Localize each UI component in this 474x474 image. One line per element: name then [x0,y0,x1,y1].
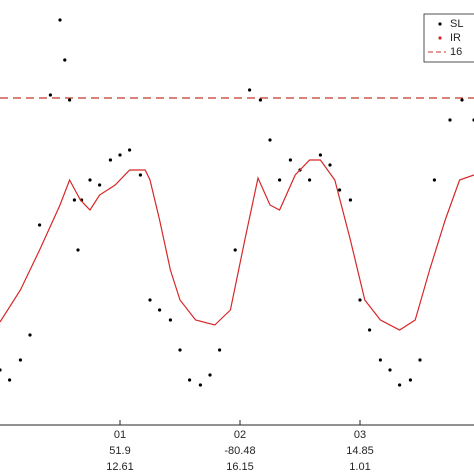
x-tick-sublabel: 12.61 [106,461,134,473]
data-point [63,58,67,62]
data-point [108,158,112,162]
data-point [88,178,92,182]
data-point [338,188,342,192]
data-point [48,93,53,97]
data-point [378,358,382,362]
data-point [348,198,352,202]
data-point [358,298,362,302]
data-point [248,88,252,92]
x-tick-label: 02 [234,429,246,441]
legend-swatch [438,22,442,26]
data-point [328,163,332,167]
data-point [98,183,102,187]
legend-label: SL [450,18,463,30]
data-point [318,153,322,157]
data-point [432,178,436,182]
data-point [118,153,122,157]
x-tick-label: 03 [354,429,366,441]
data-point [158,308,162,312]
data-point [8,378,12,382]
data-point [68,98,72,102]
data-point [128,148,132,152]
legend: SL IR 16 [423,13,474,63]
x-tick-sublabel: 16.15 [226,461,254,473]
data-point [138,173,142,177]
data-point [388,368,392,372]
data-point [278,178,282,182]
data-line [0,159,474,331]
legend-swatch [438,36,442,40]
x-tick-label: 01 [114,429,126,441]
data-point [148,298,152,302]
data-point [268,138,272,142]
data-point [28,333,32,337]
legend-box [423,13,474,63]
legend-label: 16 [450,46,462,58]
data-point [460,98,464,102]
data-point [0,368,2,372]
data-point [258,98,262,102]
data-point [76,248,80,252]
x-tick-sublabel: 14.85 [346,445,374,457]
data-point [418,358,422,362]
data-point [308,178,312,182]
data-point [288,158,292,162]
data-point [398,383,402,387]
data-point [168,318,172,322]
data-point [58,18,62,22]
data-point [368,328,372,332]
data-point [448,118,452,122]
data-point [233,248,237,252]
data-point [178,348,182,352]
x-tick-sublabel: 1.01 [349,461,370,473]
x-tick-sublabel: -80.48 [224,445,255,457]
data-point [72,198,76,202]
x-tick-sublabel: 51.9 [109,445,130,457]
data-point [208,373,212,377]
data-point [188,378,192,382]
data-point [218,348,222,352]
data-point [198,383,202,387]
legend-label: IR [450,32,461,44]
data-point [408,378,412,382]
data-point [18,358,22,362]
data-point [38,223,42,227]
